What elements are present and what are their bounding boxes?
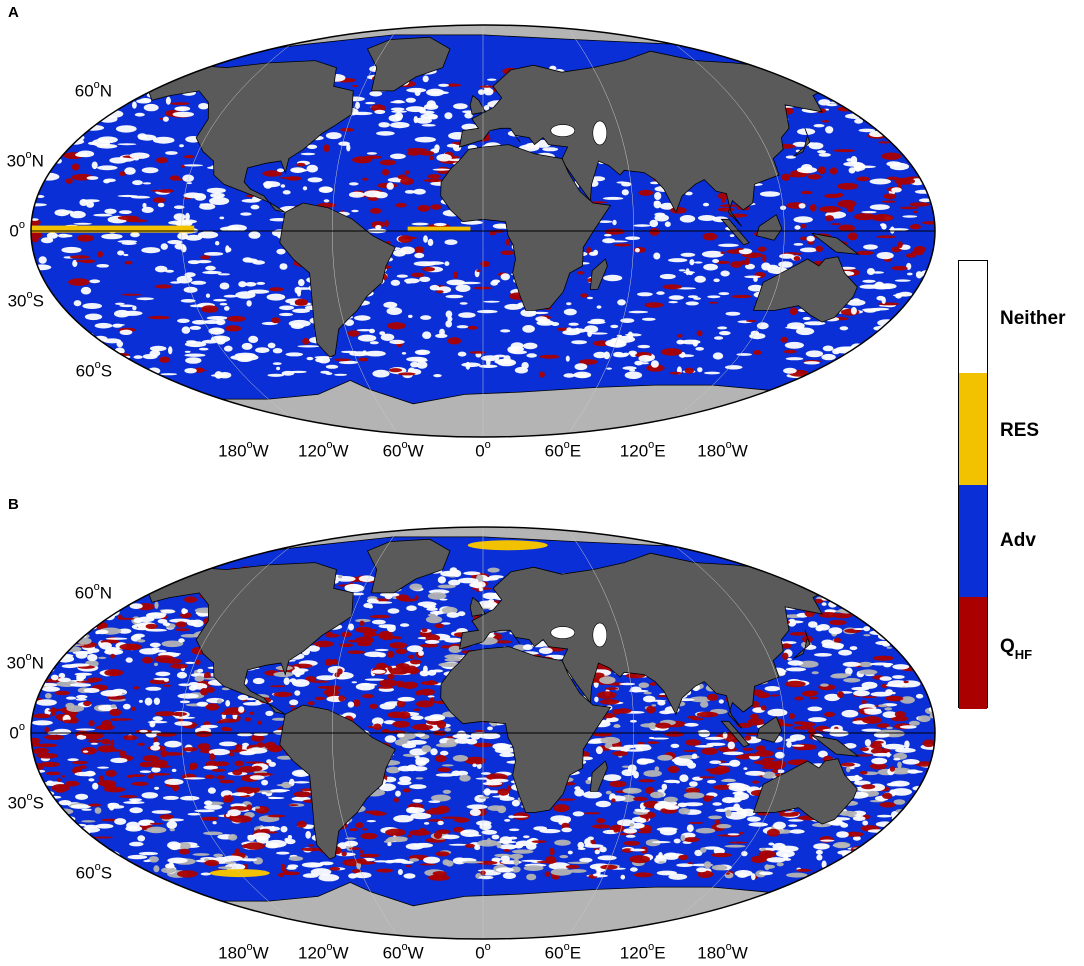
borneo-land [756, 716, 783, 743]
panel-a: A 60oN 30oN 0o 30oS 60oS 180oW 120oW 60oW 0o 60o… [0, 0, 940, 475]
lat-label: 30oS [7, 289, 44, 311]
map-body [31, 527, 935, 939]
panel-b: B 60oN 30oN 0o 30oS 60oS 180oW 120oW 60oW 0o 60o… [0, 492, 940, 966]
greenland-land [366, 538, 451, 594]
newguinea-land [811, 232, 860, 255]
lat-label: 60oN [74, 580, 113, 603]
world-map-a [30, 24, 936, 438]
lon-label: 120oW [298, 439, 349, 461]
legend-label-adv: Adv [1000, 530, 1036, 551]
lon-label: 180oW [218, 941, 269, 963]
map-body [31, 25, 935, 437]
eurasia-land [458, 552, 833, 729]
world-map-b [30, 526, 936, 940]
lon-label: 0o [475, 941, 491, 963]
australia-land [752, 758, 858, 825]
lon-label: 60oW [382, 941, 424, 963]
japan-land [793, 128, 811, 157]
lon-label: 60oE [544, 941, 582, 963]
madagascar-land [589, 258, 608, 290]
res-equatorial-band [31, 225, 195, 233]
legend-swatch-adv [959, 485, 987, 597]
lon-label: 120oE [619, 941, 666, 963]
black-sea [550, 626, 576, 639]
lon-label: 120oE [619, 439, 666, 461]
res-arctic-patch [467, 540, 548, 551]
legend-label-neither: Neither [1000, 308, 1066, 329]
samerica-land [279, 704, 396, 860]
legend-label-qhf: QHF [1000, 636, 1033, 662]
map-frame [30, 24, 936, 438]
legend-label-res: RES [1000, 420, 1040, 441]
samerica-land [279, 202, 396, 358]
lon-label: 0o [475, 439, 491, 461]
lat-label: 30oS [7, 791, 44, 813]
lat-label: 0o [9, 219, 25, 241]
sumatra-land [720, 720, 750, 748]
lat-label: 60oN [74, 78, 113, 101]
legend-swatch-neither [959, 261, 987, 373]
lon-label: 120oW [298, 941, 349, 963]
lon-label: 180oW [697, 941, 748, 963]
newguinea-land [811, 734, 860, 757]
lon-label: 180oW [697, 439, 748, 461]
lat-label: 30oN [6, 148, 44, 171]
lon-label: 60oE [544, 439, 582, 461]
borneo-land [756, 214, 783, 241]
lat-label: 60oS [75, 359, 113, 381]
caspian-sea [592, 120, 608, 146]
legend-swatch-qhf [959, 597, 987, 709]
namerica-land [148, 60, 354, 213]
australia-land [752, 256, 858, 323]
black-sea [550, 124, 576, 137]
namerica-land [148, 562, 354, 715]
legend: Neither RES Adv QHF [958, 260, 1084, 710]
lat-label: 60oS [75, 861, 113, 883]
eurasia-land [458, 50, 833, 227]
panel-letter: B [8, 496, 19, 513]
greenland-land [366, 36, 451, 92]
madagascar-land [589, 760, 608, 792]
caspian-sea [592, 622, 608, 648]
panel-letter: A [8, 4, 19, 21]
lon-label: 180oW [218, 439, 269, 461]
map-frame [30, 526, 936, 940]
sumatra-land [720, 218, 750, 246]
japan-land [793, 630, 811, 659]
legend-swatch-res [959, 373, 987, 485]
lon-label: 60oW [382, 439, 424, 461]
legend-colorbar [958, 260, 988, 709]
lat-label: 30oN [6, 650, 44, 673]
lat-label: 0o [9, 721, 25, 743]
res-atlantic-band [407, 226, 471, 232]
